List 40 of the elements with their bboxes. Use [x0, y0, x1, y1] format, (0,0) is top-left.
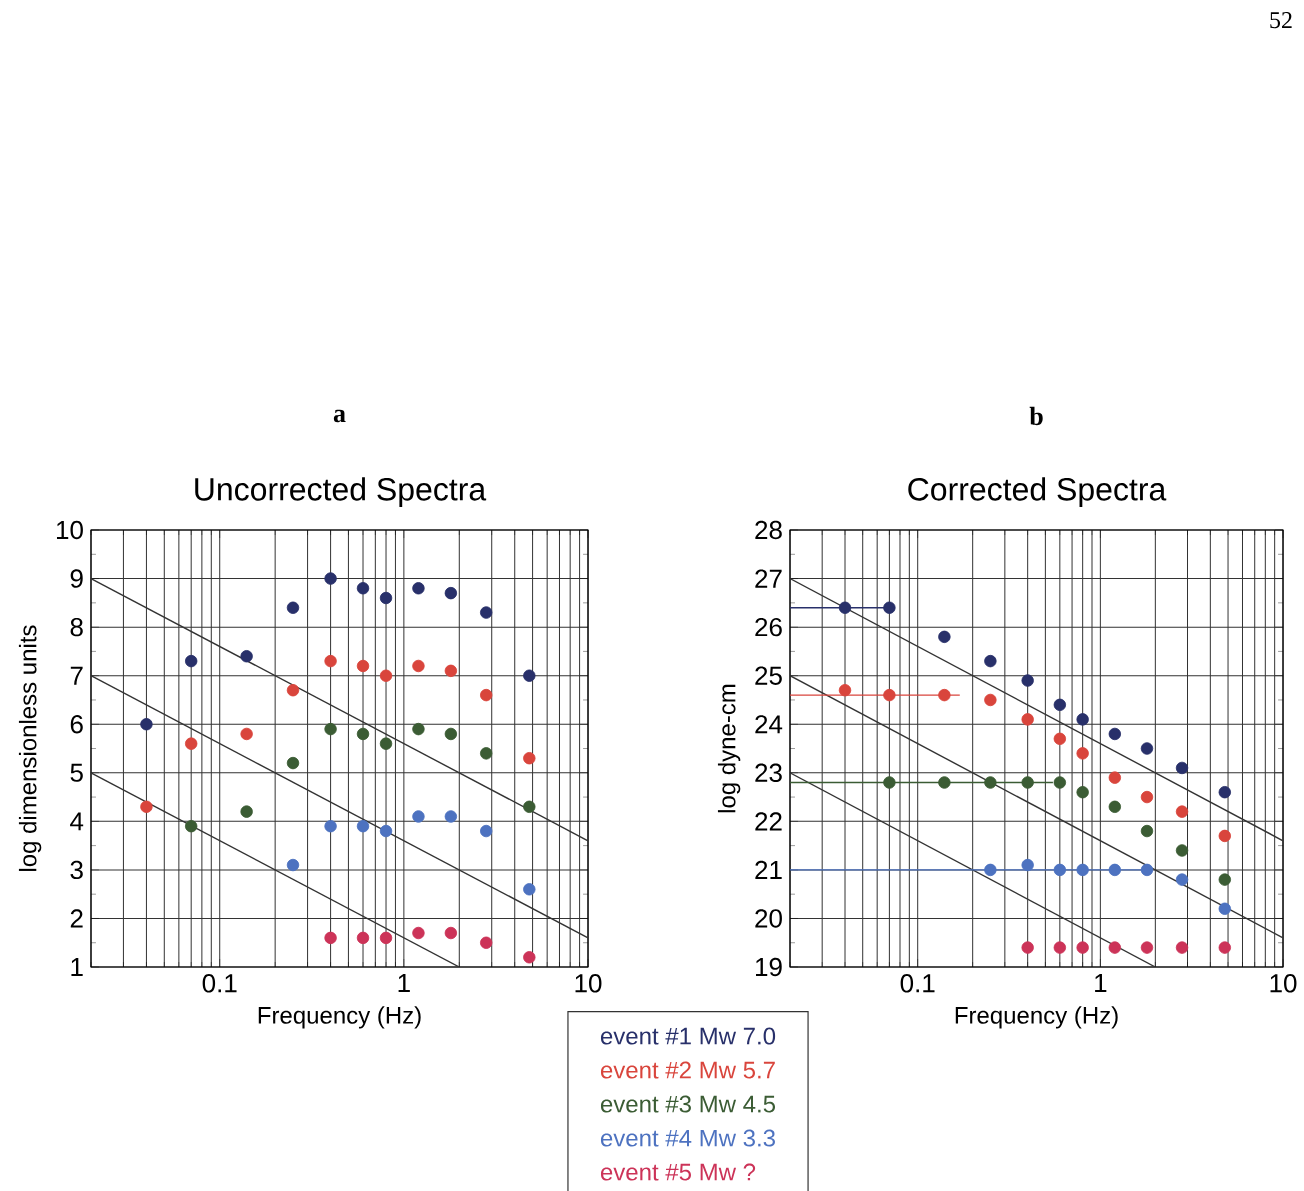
y-tick-label: 2 — [70, 909, 83, 928]
x-tick-label: 0.1 — [202, 974, 237, 993]
text: 52 — [1270, 12, 1292, 29]
y-tick-label: 8 — [70, 617, 83, 637]
y-tick-label: 20 — [755, 909, 782, 928]
x-axis-title: Frequency (Hz) — [258, 1006, 421, 1029]
y-axis-title: log dyne-cm — [717, 684, 741, 813]
text: event #2 Mw 5.7 — [600, 1061, 775, 1079]
text: event #3 Mw 4.5 — [600, 1095, 776, 1113]
chart-title: Corrected Spectra — [908, 477, 1167, 507]
y-tick-label: 6 — [70, 715, 83, 734]
y-tick-label: 25 — [755, 666, 782, 685]
chart-title: Uncorrected Spectra — [195, 477, 487, 507]
y-tick-label: 23 — [755, 763, 782, 782]
y-tick-label: 4 — [70, 812, 84, 831]
y-tick-label: 19 — [756, 957, 782, 977]
y-tick-label: 24 — [755, 715, 783, 734]
y-tick-label: 5 — [70, 763, 83, 782]
y-tick-label: 3 — [70, 860, 83, 880]
x-axis-title: Frequency (Hz) — [955, 1006, 1118, 1029]
text: event #4 Mw 3.3 — [600, 1129, 775, 1147]
y-axis-title: log dimensionless units — [18, 625, 42, 871]
x-tick-label: 1 — [1095, 974, 1107, 992]
x-tick-label: 0.1 — [900, 974, 935, 993]
y-tick-label: 27 — [755, 569, 782, 588]
text: a — [333, 409, 346, 423]
x-tick-label: 10 — [575, 974, 602, 993]
text: event #1 Mw 7.0 — [600, 1027, 776, 1045]
y-tick-label: 1 — [71, 958, 83, 976]
y-tick-label: 9 — [70, 569, 83, 588]
x-tick-label: 10 — [1270, 974, 1297, 993]
y-tick-label: 21 — [755, 860, 782, 879]
y-tick-label: 7 — [70, 666, 83, 685]
y-tick-label: 22 — [755, 812, 782, 831]
text: event #5 Mw ? — [600, 1163, 756, 1181]
y-tick-label: 28 — [755, 520, 782, 540]
x-tick-label: 1 — [398, 974, 410, 992]
y-tick-label: 26 — [755, 617, 782, 637]
text: b — [1029, 406, 1043, 426]
y-tick-label: 10 — [56, 520, 83, 540]
